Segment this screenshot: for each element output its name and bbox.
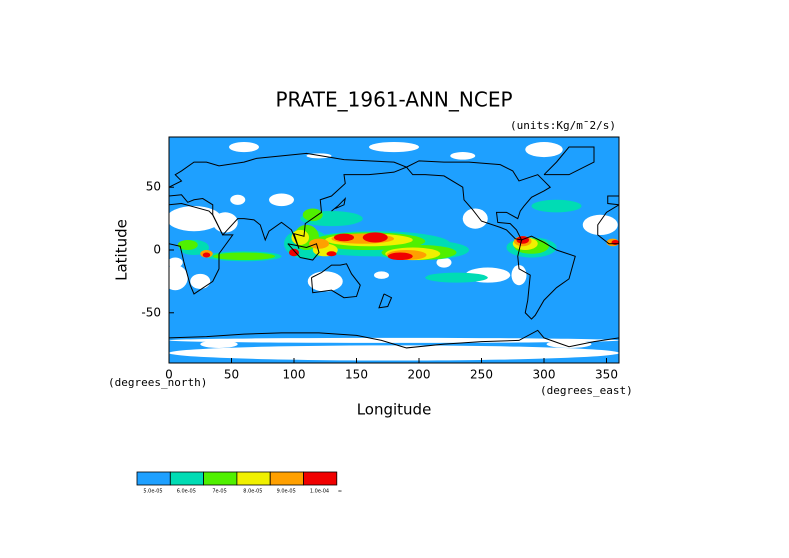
wet-region: [212, 252, 276, 261]
legend-label: 8.0e-05: [243, 489, 262, 495]
coastline: [287, 243, 320, 261]
legend: 5.0e-05 6.0e-05 7e-05 8.0e-05 9.0e-05 1.0e-04…: [136, 471, 342, 495]
dry-region: [582, 214, 618, 235]
x-tick-label: 100: [283, 368, 306, 382]
dry-region: [450, 152, 476, 160]
wet-region: [302, 208, 323, 222]
x-tick-label: 300: [533, 368, 556, 382]
wet-region: [531, 199, 582, 213]
x-unit: (degrees_east): [540, 384, 633, 397]
x-tick-label: 350: [595, 368, 618, 382]
legend-label: 9.0e-05: [277, 489, 296, 495]
legend-swatch: [236, 471, 271, 486]
wet-region: [289, 248, 299, 257]
legend-swatch: [136, 471, 171, 486]
legend-swatch: [303, 471, 338, 486]
dry-region: [369, 142, 419, 153]
dry-region: [307, 271, 343, 292]
dry-region: [230, 194, 246, 205]
legend-swatch: [169, 471, 205, 486]
dry-region: [169, 265, 188, 291]
y-tick-label: 0: [153, 243, 161, 257]
x-tick-label: 250: [470, 368, 493, 382]
coastline: [517, 235, 576, 320]
coastline: [311, 263, 361, 299]
dry-region: [462, 208, 488, 229]
dry-region: [229, 142, 259, 153]
legend-swatch: [203, 471, 238, 486]
legend-label: ∞: [338, 489, 342, 495]
wet-region: [425, 272, 488, 283]
dry-region: [269, 193, 294, 207]
axes: 0 50 100 150 200 250 300 350 -50 0 50: [141, 180, 618, 382]
coastline: [169, 152, 408, 249]
dry-region: [190, 273, 211, 289]
wet-region: [362, 232, 388, 243]
y-tick-label: 50: [146, 180, 161, 194]
wet-region: [309, 238, 329, 249]
coastline: [597, 204, 619, 245]
wet-region: [334, 233, 354, 242]
title: PRATE_1961-ANN_NCEP: [275, 88, 512, 112]
dry-region: [200, 340, 238, 348]
legend-label: 1.0e-04: [310, 489, 329, 495]
coastline: [169, 329, 619, 349]
dry-region: [169, 257, 183, 268]
dry-region: [436, 257, 452, 268]
coastline: [378, 293, 393, 309]
x-tick-label: 200: [408, 368, 431, 382]
y-tick-label: -50: [141, 305, 161, 319]
wet-region: [387, 252, 413, 261]
dry-region: [169, 206, 222, 232]
dry-region: [525, 141, 563, 158]
wet-region: [326, 251, 337, 257]
coastline: [169, 203, 234, 295]
y-unit: (degrees_north): [108, 376, 207, 389]
x-axis-label: Longitude: [357, 401, 432, 419]
wet-region: [177, 239, 198, 251]
legend-label: 7e-05: [212, 489, 226, 495]
coastline: [543, 146, 595, 176]
units: (units:Kg/m¯2/s): [510, 119, 616, 132]
dry-region: [169, 345, 619, 361]
x-tick-label: 50: [224, 368, 239, 382]
legend-swatch: [269, 471, 304, 486]
x-tick-label: 150: [345, 368, 368, 382]
coastline: [406, 160, 552, 241]
dry-region: [511, 265, 527, 286]
dry-region: [374, 271, 389, 279]
coastline: [607, 195, 619, 206]
coastline: [331, 196, 347, 212]
precip-field: [169, 137, 619, 363]
legend-label: 6.0e-05: [177, 489, 196, 495]
dry-region: [169, 337, 619, 343]
x-tick-label: 0: [165, 368, 173, 382]
wet-region: [611, 239, 619, 245]
wet-region: [202, 252, 211, 258]
legend-label: 5.0e-05: [143, 489, 162, 495]
y-axis-label: Latitude: [113, 219, 131, 281]
